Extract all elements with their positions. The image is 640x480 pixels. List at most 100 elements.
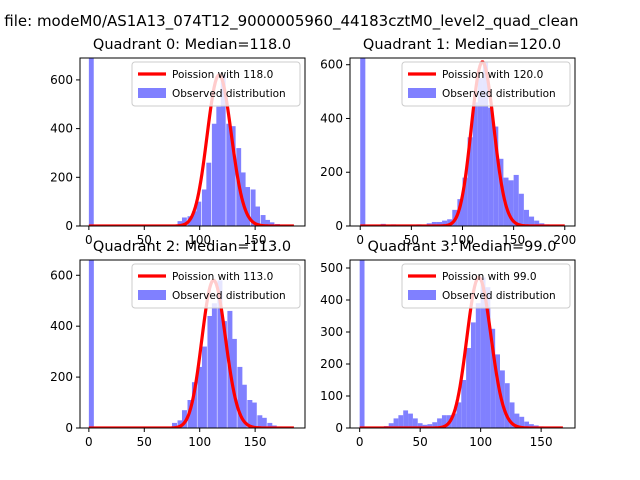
histogram-bar	[230, 126, 236, 226]
quadrant-1-title: Quadrant 1: Median=120.0	[363, 37, 561, 53]
histogram-bar	[265, 219, 270, 226]
histogram-bar	[493, 126, 499, 226]
legend-poisson-label: Poission with 99.0	[442, 271, 537, 283]
histogram-bar	[269, 222, 275, 226]
histogram-bar	[267, 422, 273, 428]
figure-suptitle: n file: modeM0/AS1A13_074T12_9000005960_…	[0, 12, 579, 31]
legend-observed-swatch	[408, 88, 436, 98]
histogram-bar	[482, 62, 489, 226]
x-tick-label: 0	[85, 233, 93, 247]
histogram-bar	[442, 220, 448, 226]
histogram-bar	[519, 416, 525, 428]
histogram-bar	[257, 415, 263, 428]
histogram-bar	[529, 424, 534, 428]
legend-observed-swatch	[138, 88, 166, 98]
histogram-bar	[477, 78, 483, 226]
x-tick-label: 200	[553, 233, 576, 247]
quadrant-3-legend: Poission with 99.0 Observed distribution	[401, 263, 571, 309]
quadrant-2-title: Quadrant 2: Median=113.0	[93, 239, 291, 255]
histogram-bar	[472, 102, 478, 226]
quadrant-0-panel: 0 50 100 150 0 200 400 600 Poission with 118.0 Ob…	[50, 37, 306, 247]
legend-box	[401, 263, 571, 309]
x-tick-label: 50	[413, 435, 428, 449]
x-tick-label: 50	[137, 233, 152, 247]
histogram-bar	[456, 402, 462, 428]
histogram-bar	[206, 162, 212, 226]
histogram-bar	[509, 402, 515, 428]
quadrant-2-panel: 0 50 100 150 0 200 400 600 Poission with 113.0 Ob…	[50, 239, 306, 449]
histogram-bar	[197, 366, 203, 428]
histogram-bar	[524, 421, 530, 428]
histogram-bar	[393, 418, 399, 428]
histogram-bar	[181, 217, 187, 226]
x-tick-label: 100	[469, 435, 492, 449]
legend-box	[131, 61, 301, 107]
legend-box	[401, 61, 571, 107]
histogram-bar	[485, 287, 491, 428]
histogram-bar	[480, 277, 486, 428]
histogram-bar	[216, 106, 222, 226]
y-tick-label: 300	[320, 325, 343, 339]
y-tick-label: 400	[50, 319, 73, 333]
histogram-bar	[388, 423, 394, 428]
histogram-bar	[412, 418, 418, 428]
y-tick-label: 0	[335, 421, 343, 435]
legend-poisson-label: Poission with 113.0	[172, 271, 273, 283]
x-tick-label: 100	[188, 233, 211, 247]
histogram-bar	[431, 221, 437, 226]
poisson-curve	[88, 73, 295, 226]
histogram-bar	[488, 107, 494, 226]
histogram-bar	[251, 402, 257, 428]
histogram-bar	[171, 422, 177, 428]
quadrant-1-legend: Poission with 120.0 Observed distribution	[401, 61, 571, 107]
histogram-bar	[211, 123, 217, 226]
y-tick-label: 200	[50, 170, 73, 184]
histogram-bar	[226, 123, 232, 226]
histogram-bar	[508, 180, 514, 226]
histogram-bar	[528, 216, 535, 226]
y-tick-label: 200	[320, 357, 343, 371]
legend-observed-label: Observed distribution	[172, 88, 286, 100]
histogram-bar	[462, 177, 468, 226]
x-tick-label: 0	[356, 435, 364, 449]
histogram-bar	[427, 424, 433, 428]
histogram-bar	[436, 221, 443, 226]
histogram-bar	[196, 201, 202, 226]
histogram-bar	[513, 174, 519, 226]
histogram-bar	[360, 58, 366, 226]
histogram-bar	[441, 415, 447, 428]
y-tick-label: 200	[320, 165, 343, 179]
x-tick-label: 150	[244, 435, 267, 449]
y-tick-label: 600	[50, 268, 73, 282]
histogram-bar	[437, 418, 442, 428]
histogram-bar	[518, 193, 524, 226]
histogram-bar	[211, 303, 217, 428]
histogram-bar	[207, 316, 213, 428]
histogram-bar	[470, 322, 476, 428]
histogram-bar	[220, 75, 226, 226]
axes-frame	[79, 259, 306, 429]
histogram-bar	[177, 420, 183, 428]
histogram-bar	[359, 260, 365, 428]
x-tick-label: 150	[502, 233, 525, 247]
histogram-bar	[237, 366, 243, 428]
histogram-bar	[250, 189, 256, 226]
y-tick-label: 400	[50, 122, 73, 136]
histogram-bar	[191, 382, 197, 428]
y-tick-label: 400	[320, 293, 343, 307]
legend-poisson-label: Poission with 120.0	[442, 69, 543, 81]
histogram-bar	[88, 260, 94, 428]
histogram-bar	[217, 280, 223, 428]
legend-poisson-label: Poission with 118.0	[172, 69, 273, 81]
x-tick-label: 0	[85, 435, 93, 449]
histogram-bar	[221, 321, 227, 428]
histogram-bar	[432, 422, 438, 428]
legend-observed-label: Observed distribution	[442, 88, 556, 100]
histogram-bar	[245, 187, 251, 226]
histogram-bar	[201, 189, 207, 226]
legend-observed-label: Observed distribution	[442, 290, 556, 302]
histogram-bar	[504, 383, 510, 428]
x-tick-label: 150	[244, 233, 267, 247]
histogram-bar	[534, 220, 540, 226]
